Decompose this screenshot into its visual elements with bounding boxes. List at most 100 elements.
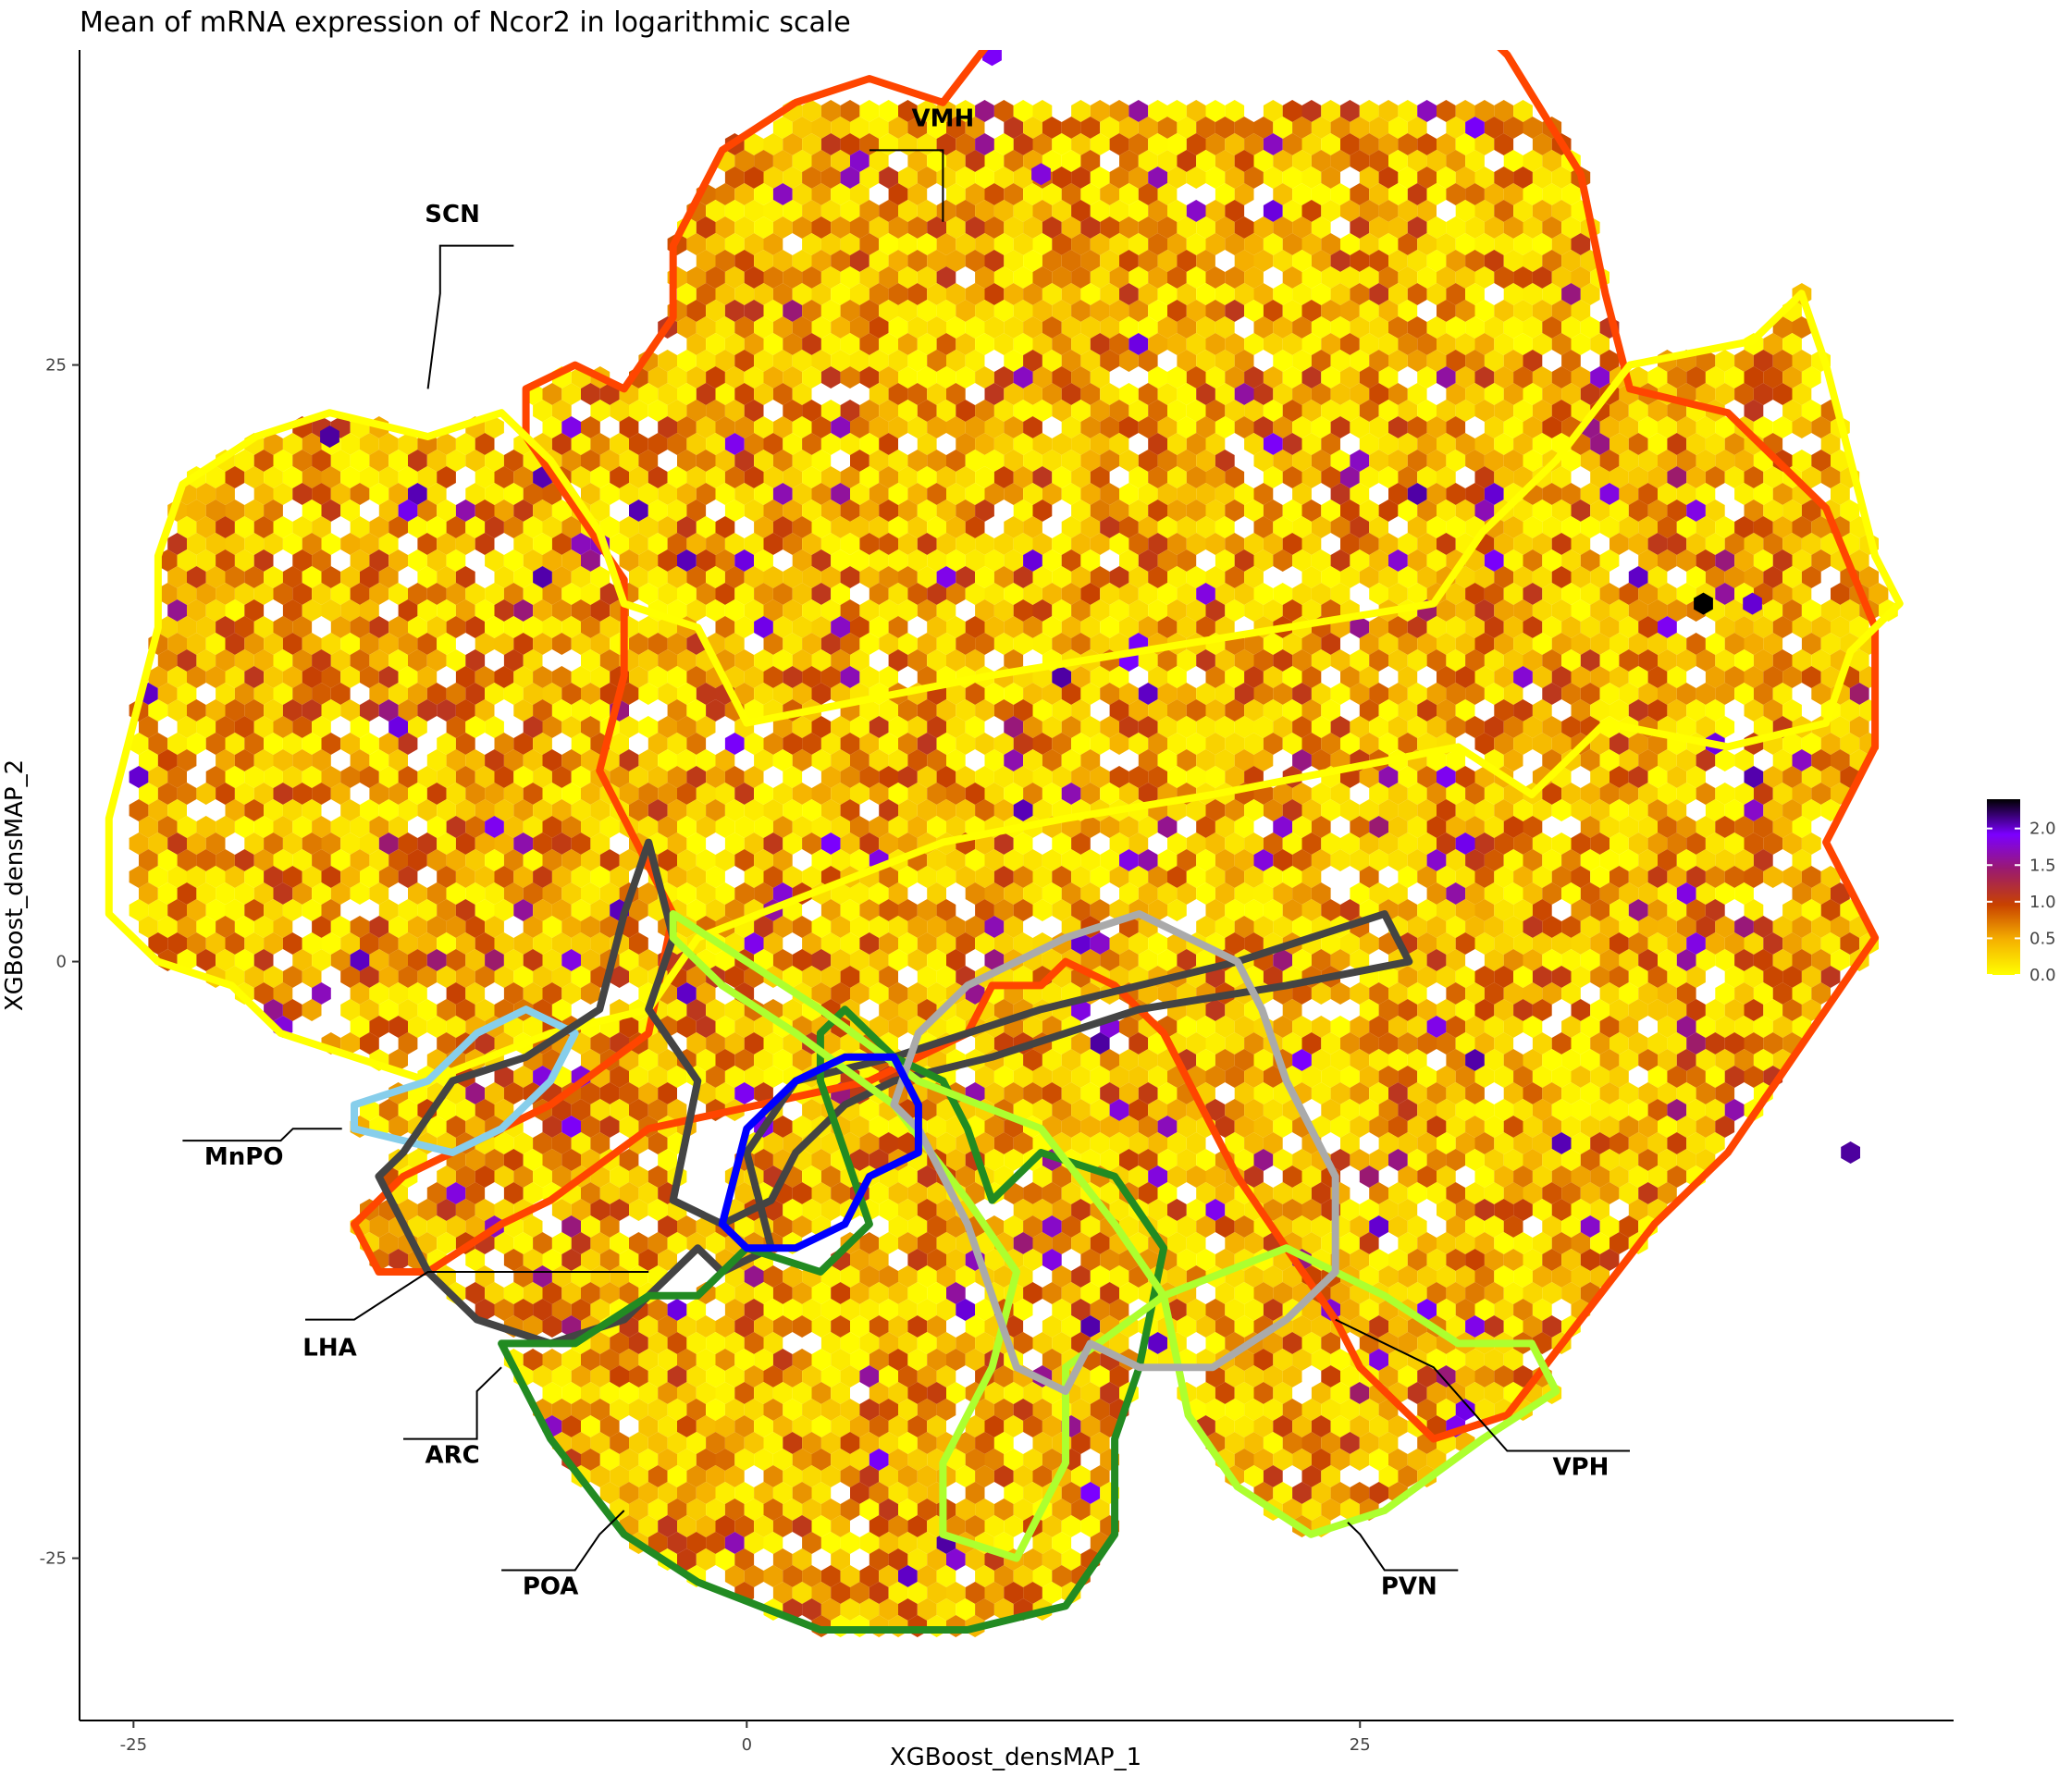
- hex-cell: [1417, 233, 1437, 255]
- hex-cell: [1263, 466, 1283, 488]
- hex-cell: [686, 366, 707, 388]
- hex-cell: [1167, 500, 1187, 522]
- hex-cell: [398, 433, 418, 455]
- hex-cell: [1321, 166, 1340, 189]
- hex-cell: [1071, 233, 1091, 255]
- hex-cell: [1215, 516, 1235, 538]
- hex-cell: [1465, 350, 1485, 372]
- hex-cell: [1523, 250, 1543, 272]
- hex-cell: [1042, 350, 1062, 372]
- hex-cell: [1157, 250, 1178, 272]
- hex-cell: [1253, 516, 1274, 538]
- hex-cell: [975, 133, 994, 155]
- hex-cell: [648, 500, 668, 522]
- hex-cell: [802, 433, 821, 455]
- hex-cell: [264, 433, 283, 455]
- hex-cell: [1744, 533, 1764, 555]
- hex-cell: [437, 500, 456, 522]
- hex-cell: [1494, 266, 1514, 289]
- hex-cell: [1446, 250, 1466, 272]
- hex-cell: [1398, 300, 1418, 322]
- hex-cell: [1013, 533, 1033, 555]
- hex-cell: [927, 483, 946, 505]
- hex-cell: [533, 400, 552, 422]
- hex-cell: [1455, 200, 1475, 222]
- hex-cell: [975, 166, 994, 189]
- hex-cell: [1282, 266, 1302, 289]
- hex-cell: [1263, 333, 1283, 355]
- hex-cell: [898, 533, 918, 555]
- hex-cell: [638, 483, 659, 505]
- hex-cell: [1446, 117, 1466, 139]
- hex-cell: [696, 350, 716, 372]
- hex-cell: [1513, 533, 1533, 555]
- hex-cell: [1225, 300, 1245, 322]
- hex-cell: [1658, 516, 1677, 538]
- hex-cell: [1484, 216, 1504, 239]
- hex-cell: [1032, 200, 1053, 222]
- hex-cell: [398, 500, 418, 522]
- hex-cell: [1359, 333, 1379, 355]
- hex-cell: [1119, 483, 1139, 505]
- hex-cell: [1244, 433, 1264, 455]
- hex-cell: [927, 117, 946, 139]
- hex-cell: [1032, 400, 1053, 422]
- hex-cell: [1032, 233, 1053, 255]
- hex-cell: [1004, 316, 1024, 339]
- hex-cell: [1330, 183, 1350, 205]
- hex-cell: [1350, 150, 1370, 172]
- hex-cell: [1610, 400, 1629, 422]
- hex-cell: [571, 433, 591, 455]
- hex-cell: [1090, 400, 1110, 422]
- hex-cell: [1100, 117, 1119, 139]
- hex-cell: [763, 300, 783, 322]
- hex-cell: [1109, 333, 1129, 355]
- hex-cell: [1484, 416, 1504, 438]
- hex-cell: [1696, 383, 1716, 405]
- hex-cell: [984, 150, 1005, 172]
- hex-cell: [975, 100, 994, 122]
- hex-cell: [1205, 433, 1226, 455]
- hex-cell: [1503, 183, 1523, 205]
- hex-cell: [1551, 333, 1572, 355]
- hex-cell: [811, 450, 832, 472]
- hex-cell: [648, 366, 668, 388]
- hex-cell: [1234, 483, 1254, 505]
- hex-cell: [446, 450, 466, 472]
- hex-cell: [1417, 333, 1437, 355]
- hex-cell: [1667, 533, 1687, 555]
- hex-cell: [1350, 316, 1370, 339]
- hex-cell: [1157, 283, 1178, 305]
- hex-cell: [917, 333, 937, 355]
- hex-cell: [1590, 366, 1610, 388]
- hex-cell: [475, 466, 495, 488]
- hex-cell: [724, 400, 745, 422]
- hex-cell: [581, 416, 600, 438]
- hex-cell: [1532, 500, 1552, 522]
- hex-cell: [754, 150, 773, 172]
- hex-cell: [831, 216, 850, 239]
- hex-cell: [1301, 300, 1322, 322]
- hex-cell: [1638, 483, 1658, 505]
- hex-cell: [984, 183, 1005, 205]
- hex-cell: [888, 483, 908, 505]
- hex-cell: [1177, 483, 1197, 505]
- hex-cell: [551, 500, 572, 522]
- hex-cell: [1580, 483, 1600, 505]
- hex-cell: [1782, 400, 1802, 422]
- hex-cell: [1647, 500, 1668, 522]
- hex-cell: [1398, 533, 1418, 555]
- hex-cell: [1167, 300, 1187, 322]
- hex-cell: [859, 466, 880, 488]
- hex-cell: [1023, 483, 1042, 505]
- hex-cell: [1138, 516, 1158, 538]
- hex-cell: [811, 150, 832, 172]
- hex-cell: [1340, 533, 1360, 555]
- hex-cell: [1532, 400, 1552, 422]
- hex-cell: [1580, 283, 1600, 305]
- hex-cell: [859, 366, 880, 388]
- hex-cell: [917, 466, 937, 488]
- hex-cell: [956, 233, 976, 255]
- hex-cell: [1437, 300, 1456, 322]
- hex-cell: [1128, 333, 1149, 355]
